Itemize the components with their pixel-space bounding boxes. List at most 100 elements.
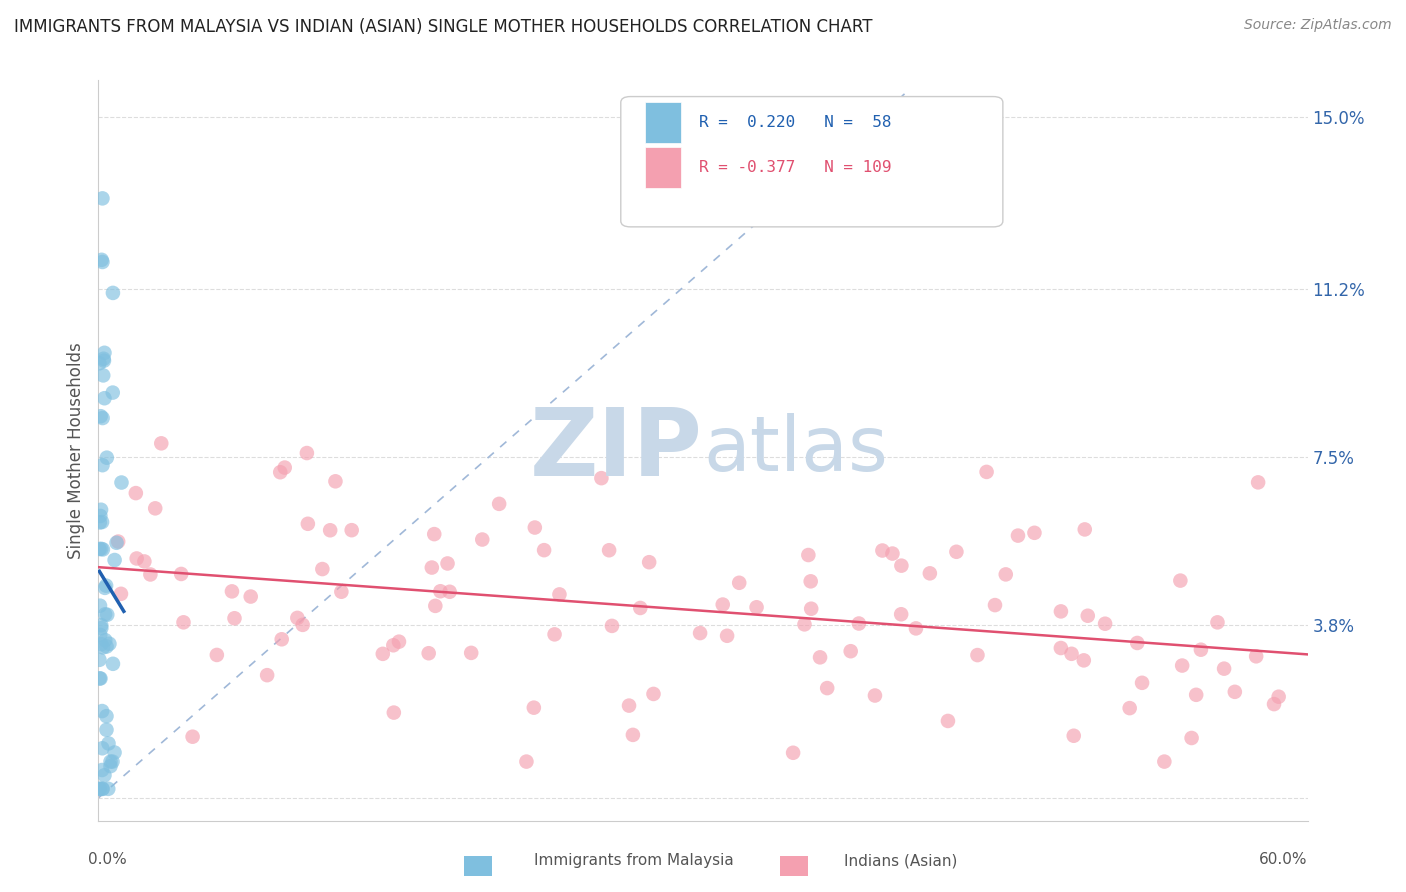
Point bbox=[460, 646, 482, 660]
Point bbox=[96, 709, 118, 723]
Point bbox=[104, 553, 127, 567]
Point bbox=[319, 523, 342, 537]
Point bbox=[101, 657, 124, 671]
Point bbox=[93, 346, 115, 360]
Point bbox=[89, 781, 111, 796]
Point bbox=[711, 598, 734, 612]
Point bbox=[325, 475, 347, 489]
Point bbox=[101, 755, 124, 769]
Point bbox=[1244, 649, 1267, 664]
Point bbox=[181, 730, 204, 744]
Point bbox=[89, 672, 111, 686]
Text: IMMIGRANTS FROM MALAYSIA VS INDIAN (ASIAN) SINGLE MOTHER HOUSEHOLDS CORRELATION : IMMIGRANTS FROM MALAYSIA VS INDIAN (ASIA… bbox=[14, 18, 873, 36]
Point bbox=[330, 584, 353, 599]
Point bbox=[1050, 640, 1073, 655]
Point bbox=[1171, 658, 1194, 673]
Point bbox=[100, 755, 122, 769]
Point bbox=[139, 567, 162, 582]
Text: Source: ZipAtlas.com: Source: ZipAtlas.com bbox=[1244, 18, 1392, 32]
Point bbox=[89, 653, 111, 667]
Point bbox=[936, 714, 959, 728]
Point bbox=[782, 746, 804, 760]
Point bbox=[548, 587, 571, 601]
Point bbox=[91, 763, 114, 777]
Point bbox=[1060, 647, 1083, 661]
Point bbox=[1181, 731, 1204, 745]
Point bbox=[90, 621, 112, 635]
Point bbox=[90, 541, 112, 556]
Point bbox=[91, 515, 114, 529]
Point bbox=[295, 446, 318, 460]
Point bbox=[90, 502, 112, 516]
Point bbox=[101, 385, 124, 400]
Point bbox=[382, 638, 405, 652]
Point bbox=[621, 728, 644, 742]
Point bbox=[984, 598, 1007, 612]
Text: R =  0.220   N =  58: R = 0.220 N = 58 bbox=[699, 115, 891, 130]
Point bbox=[600, 619, 623, 633]
Point bbox=[848, 616, 870, 631]
Point bbox=[89, 542, 111, 557]
Point bbox=[340, 523, 363, 537]
Point bbox=[101, 285, 124, 300]
Point bbox=[93, 768, 115, 782]
Text: atlas: atlas bbox=[703, 414, 887, 487]
Point bbox=[533, 543, 555, 558]
FancyBboxPatch shape bbox=[645, 147, 682, 187]
Point bbox=[904, 621, 927, 635]
Point bbox=[311, 562, 333, 576]
Point bbox=[1126, 636, 1149, 650]
Point bbox=[1213, 662, 1236, 676]
Point bbox=[1007, 528, 1029, 542]
Point bbox=[966, 648, 988, 662]
Point bbox=[90, 409, 112, 424]
Point bbox=[274, 460, 297, 475]
Point bbox=[1189, 642, 1212, 657]
Point bbox=[872, 543, 894, 558]
Point bbox=[1263, 697, 1285, 711]
Point bbox=[800, 574, 823, 589]
Point bbox=[239, 590, 262, 604]
Point bbox=[617, 698, 640, 713]
Point bbox=[716, 629, 738, 643]
Point bbox=[1170, 574, 1192, 588]
Point bbox=[285, 611, 308, 625]
Point bbox=[994, 567, 1017, 582]
Point bbox=[808, 650, 831, 665]
Point bbox=[882, 547, 904, 561]
FancyBboxPatch shape bbox=[621, 96, 1002, 227]
Point bbox=[91, 704, 114, 718]
Point bbox=[638, 555, 661, 569]
Point bbox=[436, 557, 458, 571]
Point bbox=[107, 534, 129, 549]
Point bbox=[1267, 690, 1289, 704]
Point bbox=[96, 723, 118, 737]
Point bbox=[96, 607, 118, 622]
Point bbox=[543, 627, 565, 641]
Text: Indians (Asian): Indians (Asian) bbox=[844, 854, 957, 868]
Point bbox=[100, 759, 122, 773]
Point bbox=[93, 391, 115, 405]
Point bbox=[1153, 755, 1175, 769]
Point bbox=[429, 584, 451, 599]
Point bbox=[523, 700, 546, 714]
Text: R = -0.377   N = 109: R = -0.377 N = 109 bbox=[699, 160, 891, 175]
Point bbox=[291, 618, 314, 632]
Point bbox=[173, 615, 195, 630]
Point bbox=[1094, 616, 1116, 631]
Point bbox=[797, 548, 820, 562]
Point bbox=[591, 471, 613, 485]
Text: 60.0%: 60.0% bbox=[1260, 853, 1308, 867]
Y-axis label: Single Mother Households: Single Mother Households bbox=[66, 343, 84, 558]
Point bbox=[110, 475, 132, 490]
Point bbox=[297, 516, 319, 531]
Point bbox=[93, 353, 115, 368]
Point bbox=[91, 542, 114, 557]
Point bbox=[745, 600, 768, 615]
Point bbox=[425, 599, 447, 613]
Point bbox=[918, 566, 941, 581]
Point bbox=[89, 356, 111, 370]
Point bbox=[1077, 608, 1099, 623]
Point bbox=[1050, 604, 1073, 618]
Point bbox=[1024, 525, 1046, 540]
